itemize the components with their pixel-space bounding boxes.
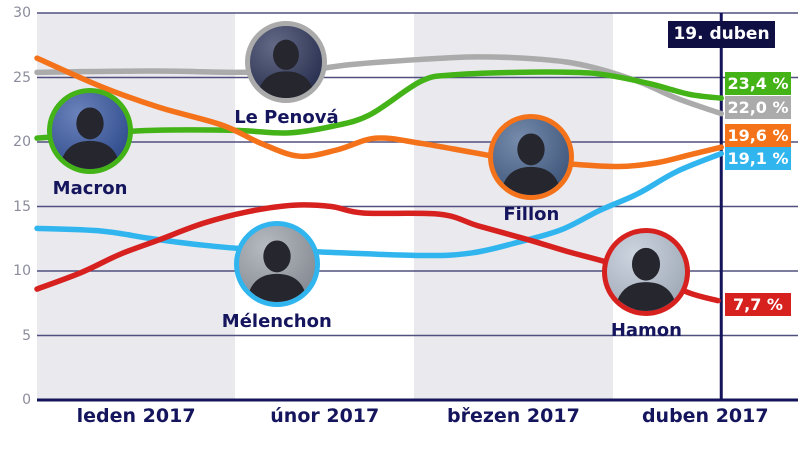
portrait-silhouette-icon xyxy=(615,247,678,311)
value-badge-macron: 23,4 % xyxy=(725,72,791,95)
y-tick-20: 20 xyxy=(13,134,31,150)
candidate-label-hamon: Hamon xyxy=(610,319,682,341)
series-line-macron xyxy=(34,69,725,141)
candidate-photo-macron xyxy=(47,88,134,175)
x-label-brezen-2017: březen 2017 xyxy=(446,405,580,427)
candidate-photo-melenchon xyxy=(233,220,320,307)
portrait-silhouette-icon xyxy=(500,133,562,195)
x-label-unor-2017: únor 2017 xyxy=(270,405,380,427)
value-badge-fillon: 19,6 % xyxy=(725,124,791,147)
date-annotation: 19. duben xyxy=(668,21,775,48)
candidate-photo-hamon xyxy=(602,227,691,316)
candidate-label-melenchon: Mélenchon xyxy=(221,310,332,332)
portrait-silhouette-icon xyxy=(257,39,316,99)
y-tick-25: 25 xyxy=(13,69,31,86)
value-badge-le-penova: 22,0 % xyxy=(725,95,791,119)
candidate-photo-le-penova xyxy=(245,21,328,104)
value-badge-melenchon: 19,1 % xyxy=(725,147,791,170)
candidate-label-macron: Macron xyxy=(52,178,128,200)
y-tick-5: 5 xyxy=(22,327,31,344)
y-tick-10: 10 xyxy=(13,263,31,279)
portrait-silhouette-icon xyxy=(246,240,308,302)
series-line-fillon xyxy=(34,55,725,170)
series-line-le-penova xyxy=(34,54,725,117)
candidate-label-fillon: Fillon xyxy=(503,203,560,225)
y-tick-15: 15 xyxy=(13,198,31,215)
x-label-duben-2017: duben 2017 xyxy=(641,405,769,427)
y-tick-30: 30 xyxy=(13,5,31,21)
value-badge-hamon: 7,7 % xyxy=(725,293,791,316)
candidate-label-le-penova: Le Penová xyxy=(234,107,339,129)
portrait-silhouette-icon xyxy=(59,107,121,170)
x-label-leden-2017: leden 2017 xyxy=(76,405,196,427)
y-tick-0: 0 xyxy=(22,392,31,408)
candidate-photo-fillon xyxy=(488,113,575,200)
